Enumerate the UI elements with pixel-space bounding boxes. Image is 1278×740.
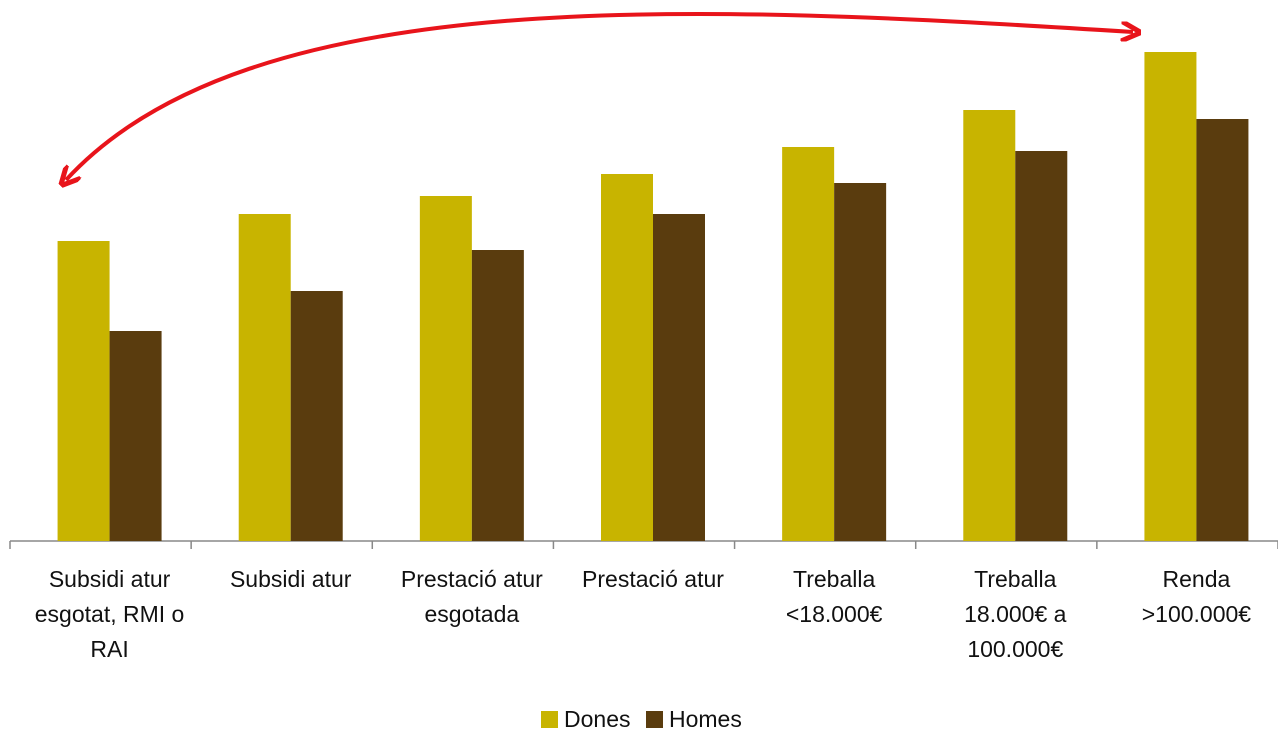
bar	[290, 291, 343, 541]
arrow	[66, 11, 1133, 180]
bar	[471, 250, 524, 541]
bar	[57, 241, 110, 541]
x-tick-label: Renda >100.000€	[1141, 566, 1252, 627]
bar	[238, 214, 291, 541]
legend-item: Dones	[541, 706, 630, 733]
legend-label: Homes	[669, 706, 742, 732]
bar	[782, 147, 835, 541]
bar	[1015, 151, 1068, 541]
bar	[601, 174, 653, 541]
bar	[109, 331, 162, 541]
legend-item: Homes	[646, 706, 742, 733]
legend-label: Dones	[564, 706, 631, 732]
x-tick-label: Prestació atur	[582, 566, 724, 592]
x-tick-label: Treballa 18.000€ a 100.000€	[964, 566, 1067, 662]
x-tick-label: Subsidi atur esgotat, RMI o RAI	[34, 566, 185, 662]
legend-swatch	[646, 711, 663, 728]
x-tick-label: Prestació atur esgotada	[400, 566, 543, 627]
bar	[834, 183, 887, 541]
bar	[1144, 52, 1197, 541]
bar	[1196, 119, 1249, 541]
legend-swatch	[541, 711, 558, 728]
bar	[963, 110, 1016, 541]
x-tick-label: Treballa <18.000€	[785, 566, 883, 627]
x-tick-label: Subsidi atur	[229, 566, 352, 592]
bar	[653, 214, 705, 541]
bar	[419, 196, 472, 541]
